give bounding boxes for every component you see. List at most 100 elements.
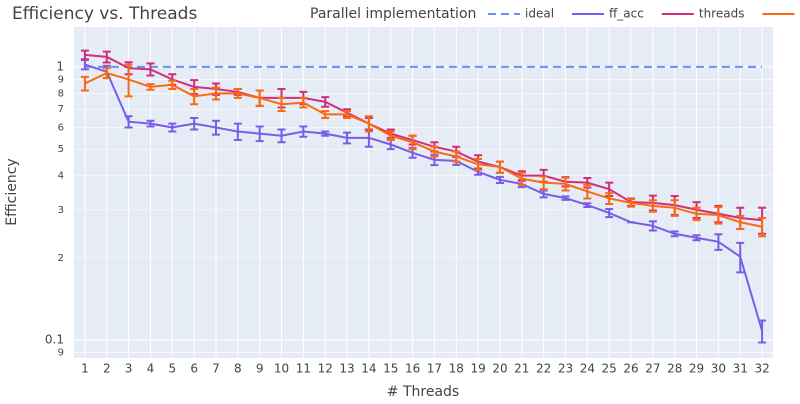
legend-label: threads	[699, 7, 745, 21]
error-bar	[168, 122, 177, 133]
error-bar	[233, 122, 242, 142]
x-axis-title: # Threads	[387, 384, 459, 400]
error-bar	[452, 150, 461, 163]
error-bar	[474, 158, 483, 171]
x-tick-label: 20	[492, 362, 507, 376]
x-tick-label: 12	[318, 362, 333, 376]
x-tick-label: 1	[81, 362, 89, 376]
series-line	[84, 63, 764, 332]
x-tick-label: 22	[536, 362, 551, 376]
error-bar	[343, 131, 352, 145]
x-tick-label: 16	[405, 362, 420, 376]
error-bar	[495, 175, 504, 184]
series-line	[84, 53, 763, 222]
chart-title: Efficiency vs. Threads	[12, 4, 197, 24]
y-tick-label: 4	[58, 171, 64, 182]
error-bar	[124, 115, 133, 129]
error-bar	[124, 63, 133, 98]
error-bar	[146, 83, 155, 91]
error-bar	[321, 109, 330, 120]
x-tick-label: 10	[274, 362, 289, 376]
error-bar	[211, 119, 220, 136]
x-tick-label: 15	[383, 362, 398, 376]
error-bar	[277, 96, 286, 112]
error-bar	[102, 50, 111, 64]
error-bar	[146, 119, 155, 128]
error-bar	[714, 206, 723, 225]
error-bar	[146, 62, 155, 77]
x-tick-label: 17	[427, 362, 442, 376]
x-tick-label: 14	[361, 362, 376, 376]
error-bar	[321, 130, 330, 137]
y-tick-label: 0.1	[45, 333, 64, 347]
error-bar	[670, 230, 679, 238]
x-tick-label: 4	[147, 362, 155, 376]
error-bar	[495, 160, 504, 174]
y-tick-label: 1	[56, 59, 64, 73]
legend-title: Parallel implementation	[310, 6, 476, 22]
error-bar	[627, 198, 636, 208]
x-tick-label: 11	[296, 362, 311, 376]
x-tick-label: 6	[190, 362, 198, 376]
error-bar	[539, 175, 548, 191]
y-tick-label: 8	[58, 88, 64, 99]
error-bar	[648, 220, 657, 232]
x-tick-label: 19	[470, 362, 485, 376]
error-bar	[255, 89, 264, 107]
x-tick-label: 29	[689, 362, 704, 376]
error-bar	[605, 207, 614, 219]
error-bar	[102, 67, 111, 80]
error-bar	[80, 49, 89, 61]
error-bar	[692, 206, 701, 222]
x-tick-label: 9	[256, 362, 264, 376]
error-bar	[539, 189, 548, 199]
x-tick-label: 32	[754, 362, 769, 376]
error-bar	[321, 96, 330, 108]
y-axis-title: Efficiency	[4, 158, 20, 225]
x-tick-label: 30	[711, 362, 726, 376]
x-tick-label: 21	[514, 362, 529, 376]
legend-label: ff_acc	[609, 7, 644, 21]
y-tick-label: 9	[58, 74, 64, 85]
error-bar	[583, 183, 592, 200]
error-bar	[517, 171, 526, 186]
error-bar	[605, 192, 614, 205]
y-tick-label: 7	[58, 104, 64, 115]
error-bar	[583, 202, 592, 209]
error-bar	[386, 130, 395, 142]
error-bar	[692, 234, 701, 242]
error-bar	[211, 86, 220, 101]
y-tick-label: 2	[58, 253, 64, 264]
x-tick-label: 8	[234, 362, 242, 376]
x-tick-label: 27	[645, 362, 660, 376]
error-bar	[670, 199, 679, 217]
error-bar	[758, 216, 767, 238]
error-bar	[736, 241, 745, 274]
x-tick-label: 23	[558, 362, 573, 376]
error-bar	[233, 88, 242, 99]
y-tick-label: 5	[58, 144, 64, 155]
error-bar	[190, 88, 199, 106]
x-tick-label: 28	[667, 362, 682, 376]
error-bar	[430, 145, 439, 158]
y-tick-label: 6	[58, 123, 64, 134]
x-tick-label: 31	[733, 362, 748, 376]
x-tick-label: 26	[623, 362, 638, 376]
error-bar	[714, 233, 723, 251]
y-tick-label: 9	[58, 348, 64, 359]
x-tick-label: 7	[212, 362, 220, 376]
error-bar	[758, 319, 767, 344]
error-bar	[736, 214, 745, 231]
error-bar	[190, 117, 199, 131]
error-bar	[80, 75, 89, 92]
error-bar	[168, 79, 177, 91]
x-tick-label: 2	[103, 362, 111, 376]
error-bar	[255, 125, 264, 143]
error-bar	[277, 128, 286, 144]
legend-label: ideal	[525, 7, 554, 21]
y-tick-label: 3	[58, 205, 64, 216]
x-tick-label: 3	[125, 362, 133, 376]
x-tick-label: 24	[580, 362, 595, 376]
error-bar	[343, 109, 352, 120]
